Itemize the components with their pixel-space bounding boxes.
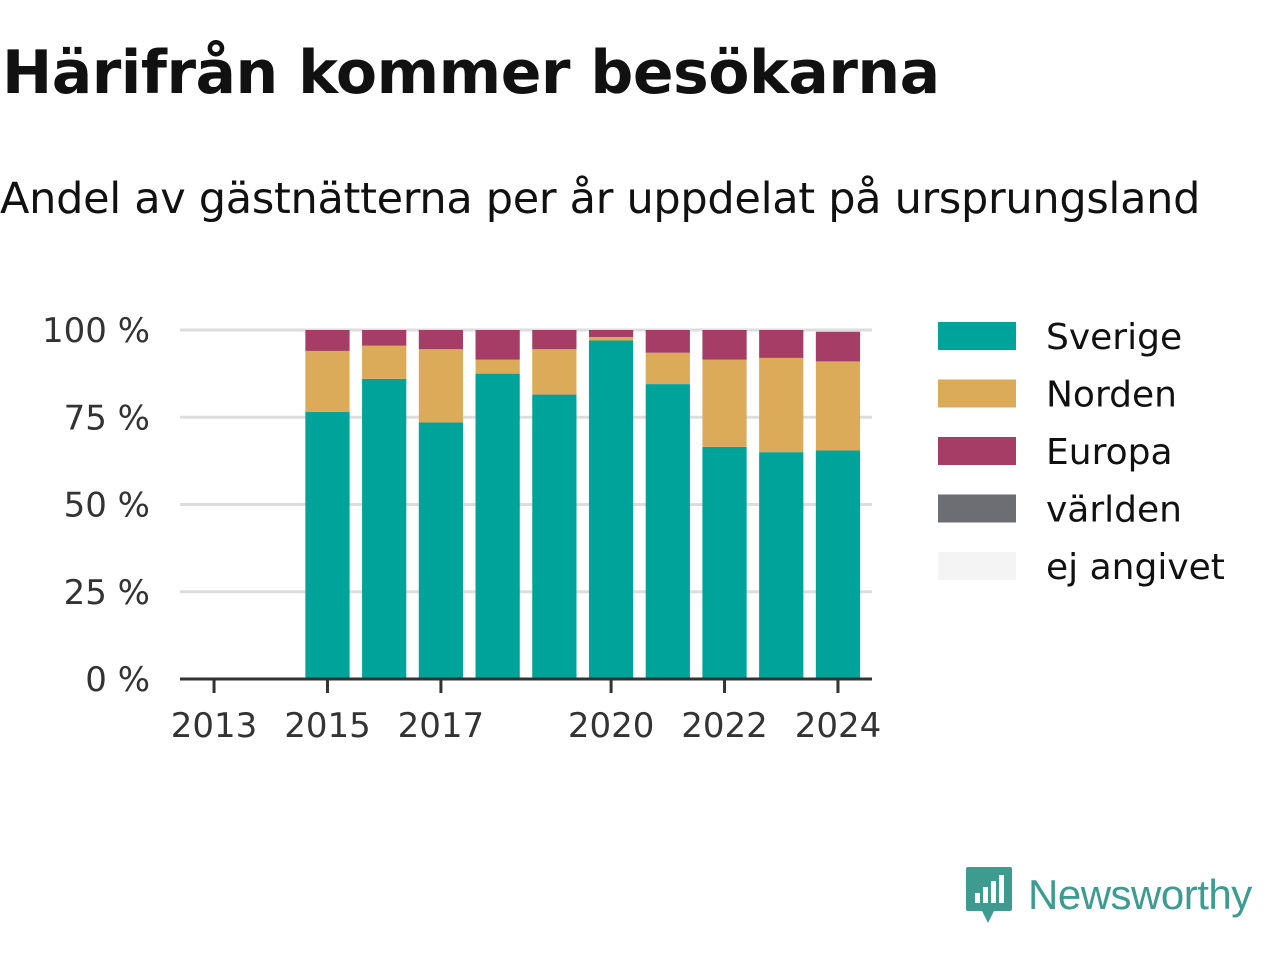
bar-segment-sverige-2018 [475, 373, 520, 679]
bar-segment-europa-2020 [588, 330, 634, 337]
bar-segment-europa-2023 [759, 330, 804, 358]
bar-segment-norden-2020 [588, 336, 634, 341]
legend-label: Europa [1046, 432, 1173, 473]
bar-segment-sverige-2022 [702, 446, 747, 679]
bar-segment-norden-2015 [305, 350, 350, 413]
bar-segment-norden-2022 [702, 359, 747, 447]
bar-segment-europa-2018 [475, 330, 520, 360]
legend-label: Norden [1046, 375, 1177, 416]
bar-segment-sverige-2021 [645, 384, 690, 679]
legend-label: ej angivet [1046, 547, 1225, 588]
y-tick-label: 0 % [85, 660, 150, 700]
bar-segment-sverige-2023 [759, 452, 804, 679]
bar-segment-norden-2021 [645, 352, 690, 385]
brand-name: Newsworthy [1028, 871, 1252, 918]
bar-segment-europa-2017 [418, 330, 464, 350]
x-tick-label: 2017 [398, 706, 485, 746]
bar-segment-sverige-2017 [418, 422, 464, 679]
bar-segment-norden-2019 [532, 349, 577, 395]
bar-segment-sverige-2020 [588, 340, 634, 679]
y-tick-label: 50 % [64, 486, 150, 526]
bar-segment-norden-2017 [418, 349, 464, 423]
legend-swatch [938, 552, 1016, 580]
bar-segment-norden-2018 [475, 359, 520, 374]
x-tick-label: 2022 [681, 706, 768, 746]
y-tick-label: 100 % [42, 311, 150, 351]
newsworthy-logo-icon [966, 867, 1012, 923]
x-tick-label: 2024 [795, 706, 882, 746]
bar-segment-europa-2016 [362, 330, 407, 346]
bar-segment-europa-2019 [532, 330, 577, 350]
bar-segment-sverige-2015 [305, 412, 350, 679]
x-axis-ticks: 2013 2015 2017 2020 2022 2024 [171, 679, 881, 746]
bar-segment-europa-2024 [815, 331, 861, 362]
legend-swatch [938, 494, 1016, 523]
y-axis-ticks: 0 % 25 % 50 % 75 % 100 % [42, 311, 150, 700]
legend-swatch [938, 437, 1016, 465]
x-tick-label: 2020 [568, 706, 655, 746]
bar-segment-europa-2022 [702, 330, 747, 360]
bar-segment-europa-2021 [645, 330, 690, 353]
legend-label: världen [1046, 490, 1182, 531]
y-tick-label: 75 % [64, 398, 150, 438]
legend: Sverige Norden Europa världen ej angivet [938, 317, 1225, 588]
bar-segment-sverige-2024 [815, 450, 861, 679]
bar-segment-europa-2015 [305, 330, 350, 351]
chart-title: Härifrån kommer besökarna [2, 38, 940, 108]
bars [305, 330, 861, 679]
bar-segment-sverige-2019 [532, 394, 577, 679]
bar-segment-sverige-2016 [362, 378, 407, 679]
x-tick-label: 2015 [284, 706, 371, 746]
legend-swatch [938, 379, 1016, 408]
brand-logo: Newsworthy [964, 864, 1252, 926]
bar-segment-norden-2023 [759, 357, 804, 453]
x-tick-label: 2013 [171, 706, 258, 746]
gridlines [180, 328, 872, 594]
bar-segment-norden-2016 [362, 345, 407, 379]
bar-segment-norden-2024 [815, 361, 861, 451]
legend-label: Sverige [1046, 317, 1182, 358]
y-tick-label: 25 % [64, 573, 150, 613]
legend-swatch [938, 322, 1016, 350]
chart-subtitle: Andel av gästnätterna per år uppdelat på… [0, 174, 1201, 224]
